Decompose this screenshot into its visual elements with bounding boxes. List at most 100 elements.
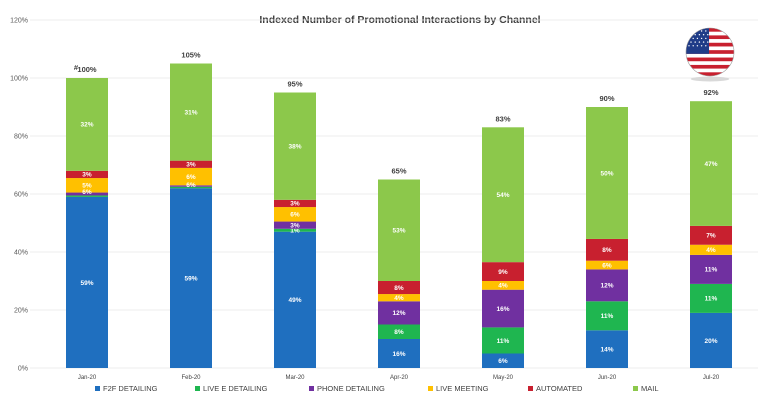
- data-label: 6%: [602, 262, 612, 269]
- data-label: 6%: [498, 358, 508, 365]
- flag-body: [686, 28, 734, 76]
- bar-segment: [690, 283, 732, 313]
- data-label: 4%: [394, 295, 404, 302]
- y-tick-label: 40%: [14, 250, 28, 257]
- legend: F2F DETAILING LIVE E DETAILING PHONE DETAI…: [95, 384, 659, 393]
- data-label: 8%: [394, 329, 404, 336]
- us-flag-icon: [685, 27, 735, 82]
- bar-segment: [586, 260, 628, 270]
- data-label: 4%: [498, 283, 508, 290]
- bar-segment: [66, 195, 108, 197]
- bar-segment: [690, 312, 732, 368]
- bar-segment: [586, 238, 628, 261]
- bar-segment: [586, 269, 628, 302]
- bar-segment: [66, 78, 108, 171]
- x-tick-label: Jan-20: [78, 375, 97, 381]
- flag-star: [698, 34, 701, 36]
- data-label: 11%: [705, 296, 718, 303]
- total-label: 95%: [287, 80, 302, 89]
- data-label: 20%: [704, 338, 717, 345]
- data-label: 38%: [288, 143, 301, 150]
- flag-stripe: [686, 42, 734, 47]
- data-label: 6%: [186, 182, 196, 189]
- bar-stack-may-20: 6% 11% 16% 4% 9% 54% 83%: [482, 114, 524, 368]
- bar-segment: [170, 160, 212, 168]
- flag-stripe: [686, 46, 734, 51]
- flag-rim: [685, 27, 735, 77]
- bar-segment: [482, 353, 524, 368]
- bar-segment: [170, 188, 212, 368]
- total-note: #: [74, 63, 79, 72]
- flag-star: [705, 37, 707, 40]
- data-label: 4%: [706, 247, 716, 254]
- legend-item: F2F DETAILING: [95, 384, 158, 393]
- y-tick-label: 120%: [10, 18, 28, 25]
- flag-star: [694, 34, 696, 36]
- total-label: 100%: [77, 65, 97, 74]
- data-label: 16%: [496, 306, 509, 313]
- total-label: 90%: [599, 94, 614, 103]
- y-tick-label: 100%: [10, 76, 28, 83]
- legend-label: F2F DETAILING: [103, 384, 158, 393]
- data-label: 11%: [601, 313, 614, 320]
- flag-star: [698, 41, 701, 43]
- bar-segment: [274, 221, 316, 229]
- flag-shadow: [690, 76, 730, 82]
- legend-swatch: [309, 386, 314, 391]
- flag-star: [690, 41, 692, 43]
- y-tick-label: 20%: [14, 308, 28, 315]
- flag-stripe: [686, 50, 734, 55]
- data-label: 8%: [394, 285, 404, 292]
- bar-segment: [482, 289, 524, 328]
- flag-stripe: [686, 57, 734, 62]
- flag-star: [696, 45, 699, 47]
- data-label: 12%: [392, 310, 405, 317]
- bar-segment: [274, 92, 316, 200]
- flag-stripe: [686, 31, 734, 36]
- bar-segment: [378, 301, 420, 325]
- flag-star: [705, 30, 707, 32]
- bar-segment: [274, 228, 316, 232]
- data-label: 9%: [498, 269, 508, 276]
- flag-star: [707, 34, 709, 36]
- bar-segment: [586, 107, 628, 239]
- legend-swatch: [195, 386, 200, 391]
- bar-stack-jun-20: 14% 11% 12% 6% 8% 50% 90%: [586, 94, 628, 368]
- bar-segment: [586, 301, 628, 331]
- bar-segment: [274, 199, 316, 208]
- x-tick-label: Jul-20: [703, 375, 720, 381]
- bar-stack-feb-20: 59% 6% 3% 31% 6% 105%: [170, 51, 212, 368]
- legend-item: MAIL: [633, 384, 659, 393]
- legend-label: LIVE MEETING: [436, 384, 489, 393]
- flag-stripe: [686, 35, 734, 40]
- bar-stack-jul-20: 20% 11% 11% 4% 7% 47% 92%: [690, 88, 732, 368]
- bar-segment: [482, 127, 524, 263]
- flag-star: [696, 37, 699, 40]
- flag-star: [700, 37, 703, 40]
- bar-segment: [690, 244, 732, 255]
- data-label: 31%: [184, 109, 197, 116]
- bar-segment: [170, 186, 212, 189]
- flag-star: [692, 37, 694, 40]
- bar-segment: [66, 196, 108, 368]
- data-label: 59%: [184, 275, 197, 282]
- data-label: 12%: [600, 283, 613, 290]
- data-label: 5%: [82, 183, 92, 190]
- flag-star: [688, 45, 690, 47]
- data-label: 47%: [704, 161, 717, 168]
- data-label: 11%: [497, 338, 510, 345]
- flag-star: [688, 30, 690, 32]
- y-tick-label: 0%: [18, 366, 28, 373]
- bar-segment: [66, 170, 108, 179]
- data-label: 7%: [706, 233, 716, 240]
- legend-item: AUTOMATED: [528, 384, 583, 393]
- legend-swatch: [428, 386, 433, 391]
- flag-star: [700, 30, 703, 32]
- data-label: 8%: [602, 247, 612, 254]
- bar-segment: [482, 327, 524, 354]
- legend-label: MAIL: [641, 384, 659, 393]
- data-label: 3%: [290, 201, 300, 208]
- y-tick-label: 60%: [14, 192, 28, 199]
- data-label: 3%: [290, 222, 300, 229]
